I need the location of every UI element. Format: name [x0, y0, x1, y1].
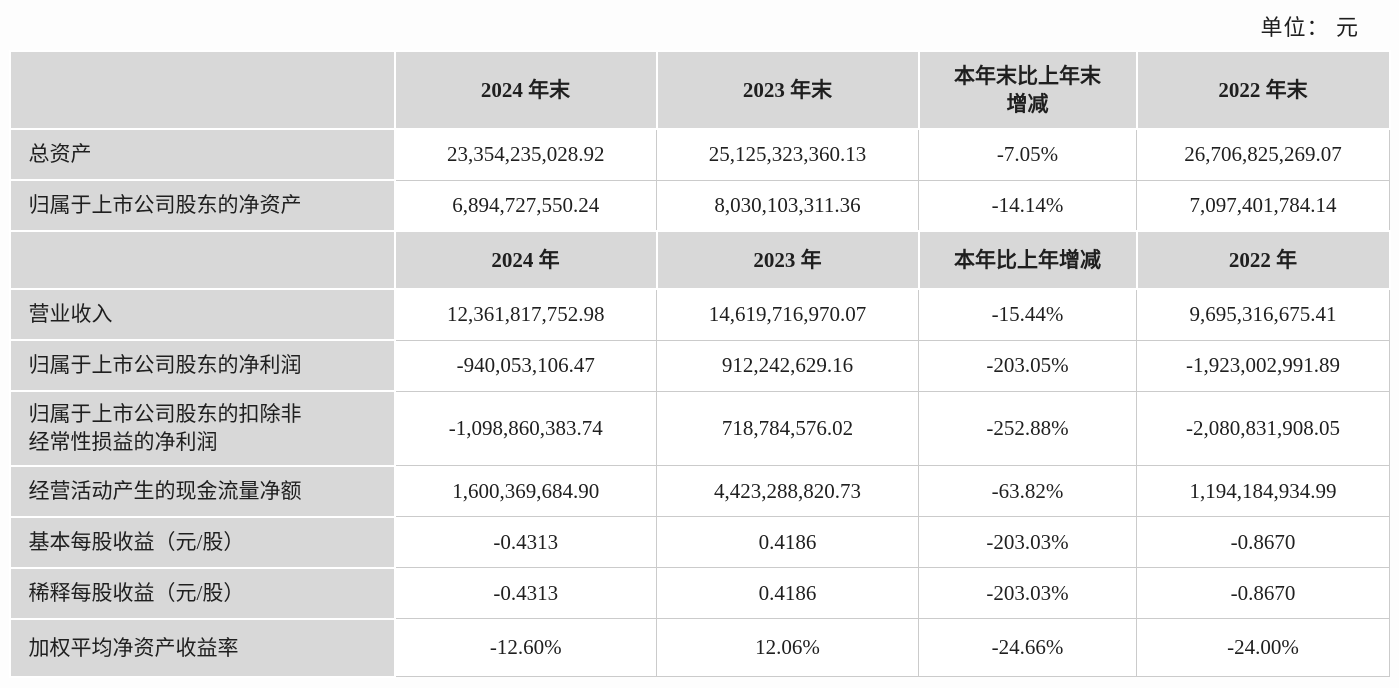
value-cell-2024: -0.4313 [394, 516, 657, 569]
row-label: 总资产 [8, 128, 396, 181]
value-cell-change: -252.88% [918, 390, 1137, 467]
value-cell-2024: -940,053,106.47 [394, 339, 657, 392]
value-cell-2024: 12,361,817,752.98 [394, 288, 657, 341]
value-cell-2022: -2,080,831,908.05 [1136, 390, 1390, 467]
value-cell-2022: 9,695,316,675.41 [1136, 288, 1390, 341]
row-label: 归属于上市公司股东的扣除非 经常性损益的净利润 [8, 390, 396, 467]
row-label: 稀释每股收益（元/股） [8, 566, 396, 620]
row-label: 营业收入 [8, 288, 396, 341]
value-cell-2023: 4,423,288,820.73 [656, 465, 919, 518]
value-cell-change: -7.05% [918, 128, 1137, 181]
value-cell-2023: 8,030,103,311.36 [656, 179, 919, 232]
header-row-full-year: 2024 年 2023 年 本年比上年增减 2022 年 [8, 230, 1391, 290]
value-cell-change: -203.03% [918, 516, 1137, 569]
value-cell-2024: 23,354,235,028.92 [394, 128, 657, 181]
row-label: 经营活动产生的现金流量净额 [8, 464, 396, 518]
value-cell-2024: 1,600,369,684.90 [394, 465, 657, 518]
value-cell-2023: 12.06% [656, 618, 919, 678]
header-row-year-end: 2024 年末 2023 年末 本年末比上年末 增减 2022 年末 [8, 50, 1391, 130]
value-cell-change: -203.05% [918, 339, 1137, 392]
table-row-total-assets: 总资产 23,354,235,028.92 25,125,323,360.13 … [8, 128, 1390, 181]
column-header-2022-year-end: 2022 年末 [1135, 50, 1391, 130]
table-row-operating-cash-flow: 经营活动产生的现金流量净额 1,600,369,684.90 4,423,288… [8, 464, 1390, 518]
column-header-2022: 2022 年 [1135, 230, 1391, 290]
row-label: 基本每股收益（元/股） [8, 515, 396, 569]
column-header-yoy-change-year-end: 本年末比上年末 增减 [917, 50, 1138, 130]
value-cell-change: -14.14% [918, 179, 1137, 232]
corner-cell [8, 230, 396, 290]
row-label: 归属于上市公司股东的净资产 [8, 179, 396, 232]
value-cell-change: -203.03% [918, 567, 1137, 620]
value-cell-2023: 718,784,576.02 [656, 390, 919, 467]
value-cell-2023: 25,125,323,360.13 [656, 128, 919, 181]
value-cell-2024: 6,894,727,550.24 [394, 179, 657, 232]
value-cell-2024: -12.60% [394, 618, 657, 678]
value-cell-2023: 0.4186 [656, 567, 919, 620]
value-cell-2022: -0.8670 [1136, 516, 1390, 569]
column-header-2024: 2024 年 [393, 230, 658, 290]
value-cell-2022: 7,097,401,784.14 [1136, 179, 1390, 232]
table-row-basic-eps: 基本每股收益（元/股） -0.4313 0.4186 -203.03% -0.8… [8, 515, 1390, 569]
table-row-net-assets: 归属于上市公司股东的净资产 6,894,727,550.24 8,030,103… [8, 179, 1390, 232]
column-header-2023: 2023 年 [655, 230, 920, 290]
column-header-2024-year-end: 2024 年末 [393, 50, 658, 130]
value-cell-2023: 0.4186 [656, 516, 919, 569]
value-cell-2022: -0.8670 [1136, 567, 1390, 620]
value-cell-2023: 912,242,629.16 [656, 339, 919, 392]
column-header-yoy-change: 本年比上年增减 [917, 230, 1138, 290]
value-cell-2024: -1,098,860,383.74 [394, 390, 657, 467]
value-cell-2022: -24.00% [1136, 618, 1390, 678]
value-cell-change: -24.66% [918, 618, 1137, 678]
row-label: 加权平均净资产收益率 [8, 617, 396, 678]
table-row-net-profit: 归属于上市公司股东的净利润 -940,053,106.47 912,242,62… [8, 339, 1390, 392]
table-row-operating-revenue: 营业收入 12,361,817,752.98 14,619,716,970.07… [8, 288, 1390, 341]
corner-cell [8, 50, 396, 130]
value-cell-change: -15.44% [918, 288, 1137, 341]
table-row-diluted-eps: 稀释每股收益（元/股） -0.4313 0.4186 -203.03% -0.8… [8, 566, 1390, 620]
table-row-weighted-average-roe: 加权平均净资产收益率 -12.60% 12.06% -24.66% -24.00… [8, 617, 1390, 678]
row-label: 归属于上市公司股东的净利润 [8, 339, 396, 392]
value-cell-change: -63.82% [918, 465, 1137, 518]
column-header-2023-year-end: 2023 年末 [655, 50, 920, 130]
value-cell-2022: 1,194,184,934.99 [1136, 465, 1390, 518]
value-cell-2022: -1,923,002,991.89 [1136, 339, 1390, 392]
value-cell-2023: 14,619,716,970.07 [656, 288, 919, 341]
financial-summary-table: 2024 年末 2023 年末 本年末比上年末 增减 2022 年末 总资产 2… [8, 50, 1391, 678]
value-cell-2024: -0.4313 [394, 567, 657, 620]
unit-label: 单位： 元 [1260, 15, 1359, 40]
table-row-net-profit-excl-nonrecurring: 归属于上市公司股东的扣除非 经常性损益的净利润 -1,098,860,383.7… [8, 390, 1390, 467]
value-cell-2022: 26,706,825,269.07 [1136, 128, 1390, 181]
